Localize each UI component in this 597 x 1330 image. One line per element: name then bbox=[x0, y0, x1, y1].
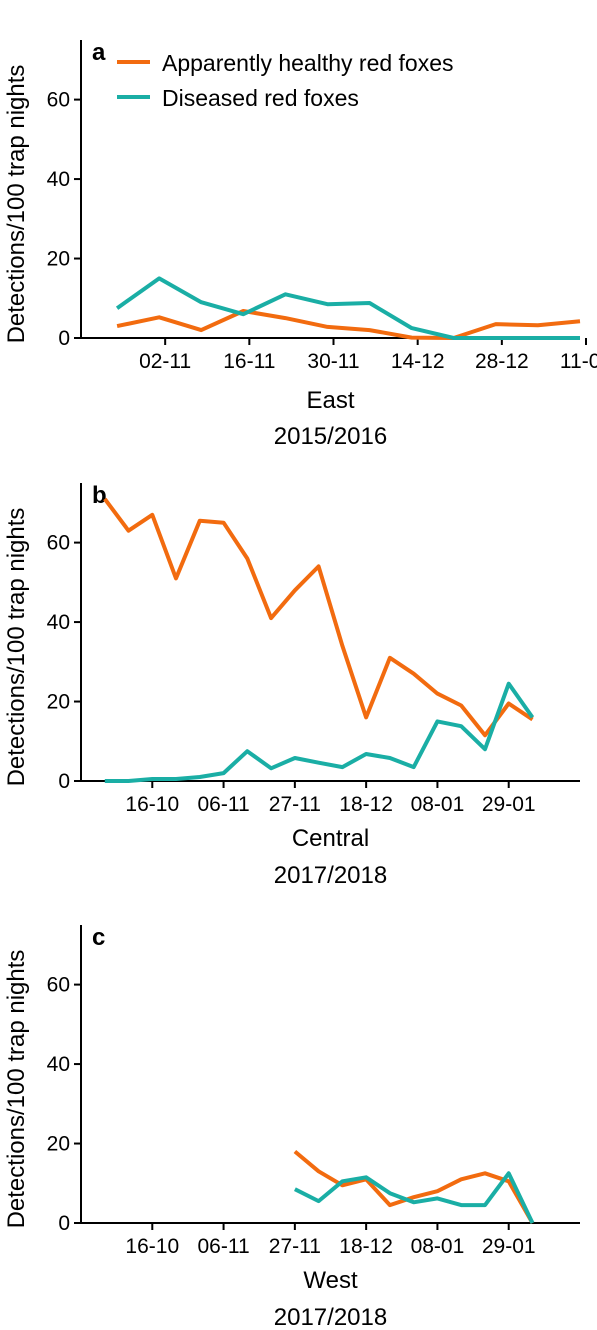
panel-letter: a bbox=[92, 39, 106, 66]
x-axis-title: Central bbox=[292, 825, 369, 852]
x-tick-label: 16-10 bbox=[125, 1235, 179, 1258]
x-tick-label: 08-01 bbox=[411, 1235, 465, 1258]
y-axis-title: Detections/100 trap nights bbox=[3, 950, 30, 1229]
x-tick-label: 27-11 bbox=[269, 793, 321, 816]
healthy-series-line bbox=[116, 309, 581, 340]
x-axis-title: East bbox=[306, 387, 354, 414]
x-tick-label: 06-11 bbox=[197, 793, 249, 816]
y-tick-label: 0 bbox=[58, 327, 70, 350]
x-axis-subtitle: 2015/2016 bbox=[274, 423, 387, 450]
y-tick-label: 0 bbox=[58, 770, 70, 793]
x-tick-label: 28-12 bbox=[475, 350, 529, 373]
y-tick-label: 40 bbox=[47, 1053, 70, 1076]
y-axis-title: Detections/100 trap nights bbox=[3, 508, 30, 787]
legend-label-diseased: Diseased red foxes bbox=[162, 85, 359, 111]
diseased-series-line bbox=[115, 276, 580, 340]
panel-letter: c bbox=[92, 924, 105, 951]
y-tick-label: 0 bbox=[58, 1212, 70, 1235]
y-tick-label: 20 bbox=[47, 1133, 70, 1156]
y-tick-label: 60 bbox=[47, 974, 70, 997]
y-tick-label: 40 bbox=[47, 611, 70, 634]
healthy-series-line bbox=[103, 497, 534, 738]
x-tick-label: 16-10 bbox=[125, 793, 179, 816]
x-tick-label: 30-11 bbox=[307, 350, 359, 373]
legend-label-healthy: Apparently healthy red foxes bbox=[162, 50, 454, 76]
x-tick-label: 29-01 bbox=[482, 1235, 536, 1258]
x-axis-title: West bbox=[303, 1267, 358, 1294]
panel-a: 0 20 40 60 02-11 16-11 30-11 14-12 28-12 11-01 Det… bbox=[3, 39, 597, 450]
x-tick-label: 14-12 bbox=[391, 350, 445, 373]
x-tick-label: 02-11 bbox=[139, 350, 191, 373]
x-tick-label: 27-11 bbox=[269, 1235, 321, 1258]
x-tick-label: 11-01 bbox=[560, 350, 597, 373]
y-tick-label: 60 bbox=[47, 532, 70, 555]
x-tick-label: 29-01 bbox=[482, 793, 536, 816]
x-tick-label: 18-12 bbox=[339, 793, 393, 816]
panel-c: 0 20 40 60 16-10 06-11 27-11 18-12 08-01 29-01 Det… bbox=[3, 924, 580, 1330]
panel-letter: b bbox=[92, 482, 107, 509]
y-tick-label: 60 bbox=[47, 89, 70, 112]
y-axis-title: Detections/100 trap nights bbox=[3, 65, 30, 344]
diseased-series-line bbox=[104, 681, 535, 783]
y-tick-label: 20 bbox=[47, 691, 70, 714]
x-tick-label: 06-11 bbox=[197, 1235, 249, 1258]
x-tick-label: 08-01 bbox=[411, 793, 465, 816]
x-tick-label: 16-11 bbox=[223, 350, 275, 373]
panel-b: 0 20 40 60 16-10 06-11 27-11 18-12 08-01 29-01 Det… bbox=[3, 482, 580, 889]
x-tick-label: 18-12 bbox=[339, 1235, 393, 1258]
x-axis-subtitle: 2017/2018 bbox=[274, 862, 387, 889]
y-tick-label: 40 bbox=[47, 168, 70, 191]
y-tick-label: 20 bbox=[47, 248, 70, 271]
x-axis-subtitle: 2017/2018 bbox=[274, 1304, 387, 1330]
